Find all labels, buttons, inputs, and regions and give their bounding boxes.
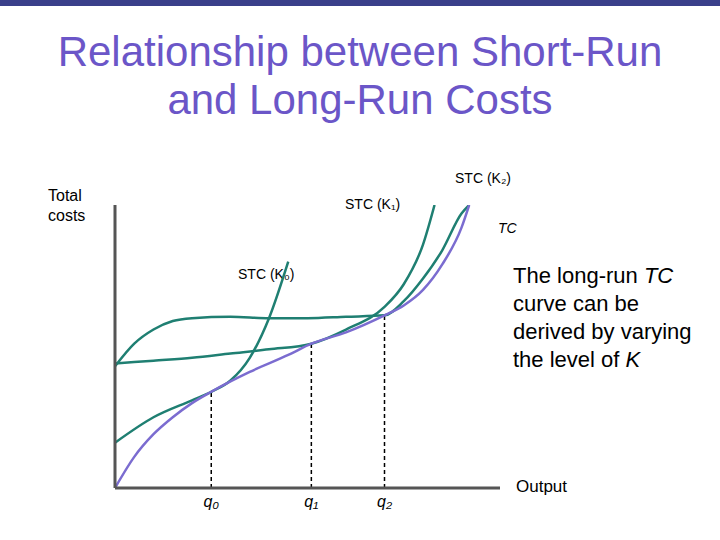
html-text:Total costs: Total costs (48, 187, 86, 224)
svg-text:q₀: q₀ (203, 493, 219, 510)
html-text:Output: Output (516, 477, 567, 496)
html-text:STC (K₁): STC (K₁) (345, 196, 401, 212)
html-text:STC (K₀): STC (K₀) (238, 266, 295, 282)
html-text:STC (K₂): STC (K₂) (455, 170, 511, 186)
html-text:Relationship between Short-Run: Relationship between Short-Run and Long-… (57, 28, 663, 123)
html-text:TC: TC (498, 220, 517, 236)
html-text:curve can be: curve can be (513, 291, 639, 316)
html-text:derived by varying: derived by varying (513, 319, 692, 344)
svg-text:q₁: q₁ (304, 493, 318, 510)
html-text:the level of K: the level of K (513, 347, 641, 372)
html-text:The long-run TC: The long-run TC (513, 263, 674, 288)
svg-text:q₂: q₂ (377, 493, 392, 510)
